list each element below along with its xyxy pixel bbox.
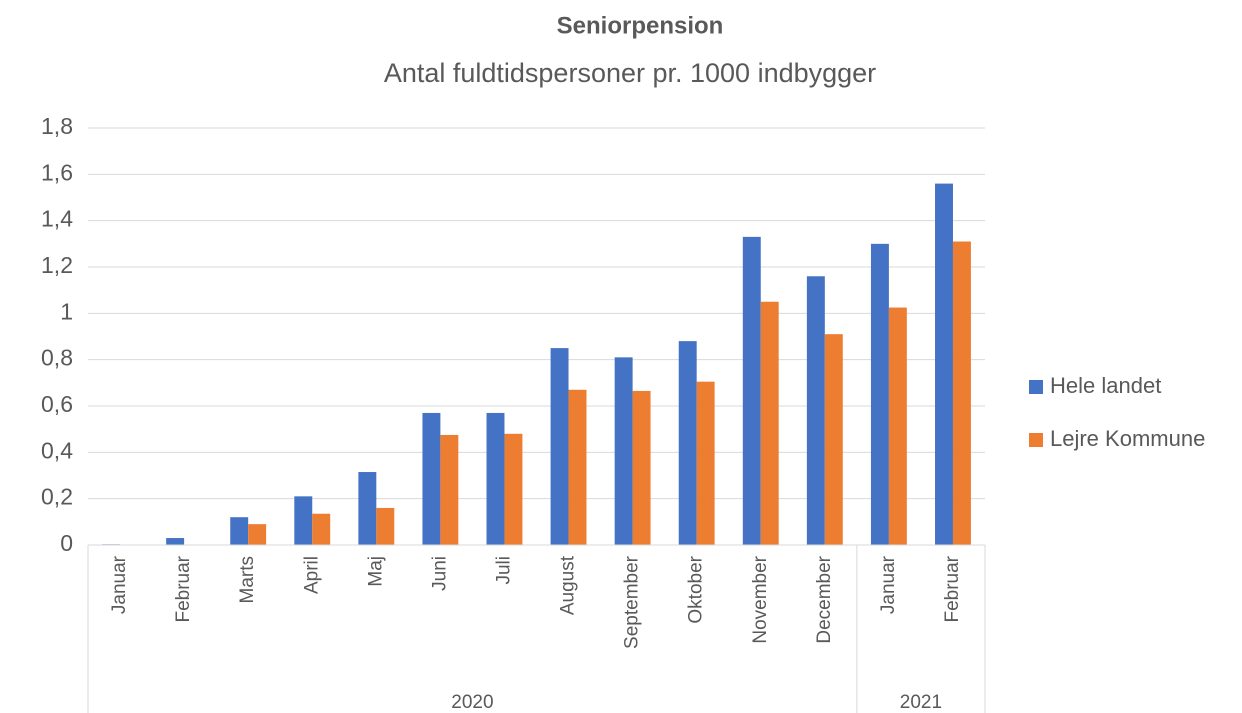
x-tick-label: April [301,556,322,594]
x-tick-label: December [814,555,835,643]
bar [870,243,889,546]
bar [952,241,971,545]
y-tick-label: 1,6 [41,159,73,185]
bar [550,348,569,545]
bar [230,517,249,545]
x-tick-label: Februar [942,555,963,622]
bar [824,334,843,545]
bar [504,433,523,545]
bar [935,183,953,545]
bar [248,524,267,545]
y-tick-label: 0,6 [41,391,73,417]
bar [376,507,395,545]
bar [568,389,587,545]
bar [312,513,331,545]
legend-label: Hele landet [1050,373,1161,398]
y-tick-label: 1,8 [41,113,73,139]
bar [888,307,907,545]
bar [166,538,185,545]
y-tick-label: 0,2 [41,484,73,510]
bar [294,496,313,545]
x-tick-label: August [558,555,579,615]
group-label: 2020 [451,692,493,713]
legend-swatch [1029,380,1043,394]
x-tick-label: Februar [173,555,194,622]
bar [440,434,459,545]
y-tick-label: 1,4 [41,206,73,232]
legend-swatch [1029,433,1043,447]
y-tick-label: 1 [60,298,73,324]
y-tick-label: 1,2 [41,252,73,278]
bar [696,381,715,545]
chart-subtitle: Antal fuldtidspersoner pr. 1000 indbygge… [384,58,876,88]
x-tick-label: Maj [365,556,386,587]
x-tick-label: Oktober [686,555,707,623]
x-tick-label: Januar [878,555,899,614]
legend-label: Lejre Kommune [1050,426,1205,451]
x-tick-label: Marts [237,556,258,604]
x-tick-label: Juli [493,556,514,585]
x-tick-label: Januar [109,555,130,614]
bar [760,301,779,545]
bar [614,357,633,545]
chart-title: Seniorpension [557,12,724,39]
x-tick-label: November [750,555,771,643]
y-tick-label: 0,4 [41,437,73,463]
bar [486,412,505,545]
bar [632,390,651,545]
y-tick-label: 0 [60,530,73,556]
bar [422,412,441,545]
bar [358,472,377,545]
x-tick-label: September [622,555,643,649]
bar [806,276,825,545]
group-label: 2021 [900,692,942,713]
bar [742,236,761,545]
y-tick-label: 0,8 [41,345,73,371]
bar [678,341,697,545]
x-tick-label: Juni [429,556,450,591]
